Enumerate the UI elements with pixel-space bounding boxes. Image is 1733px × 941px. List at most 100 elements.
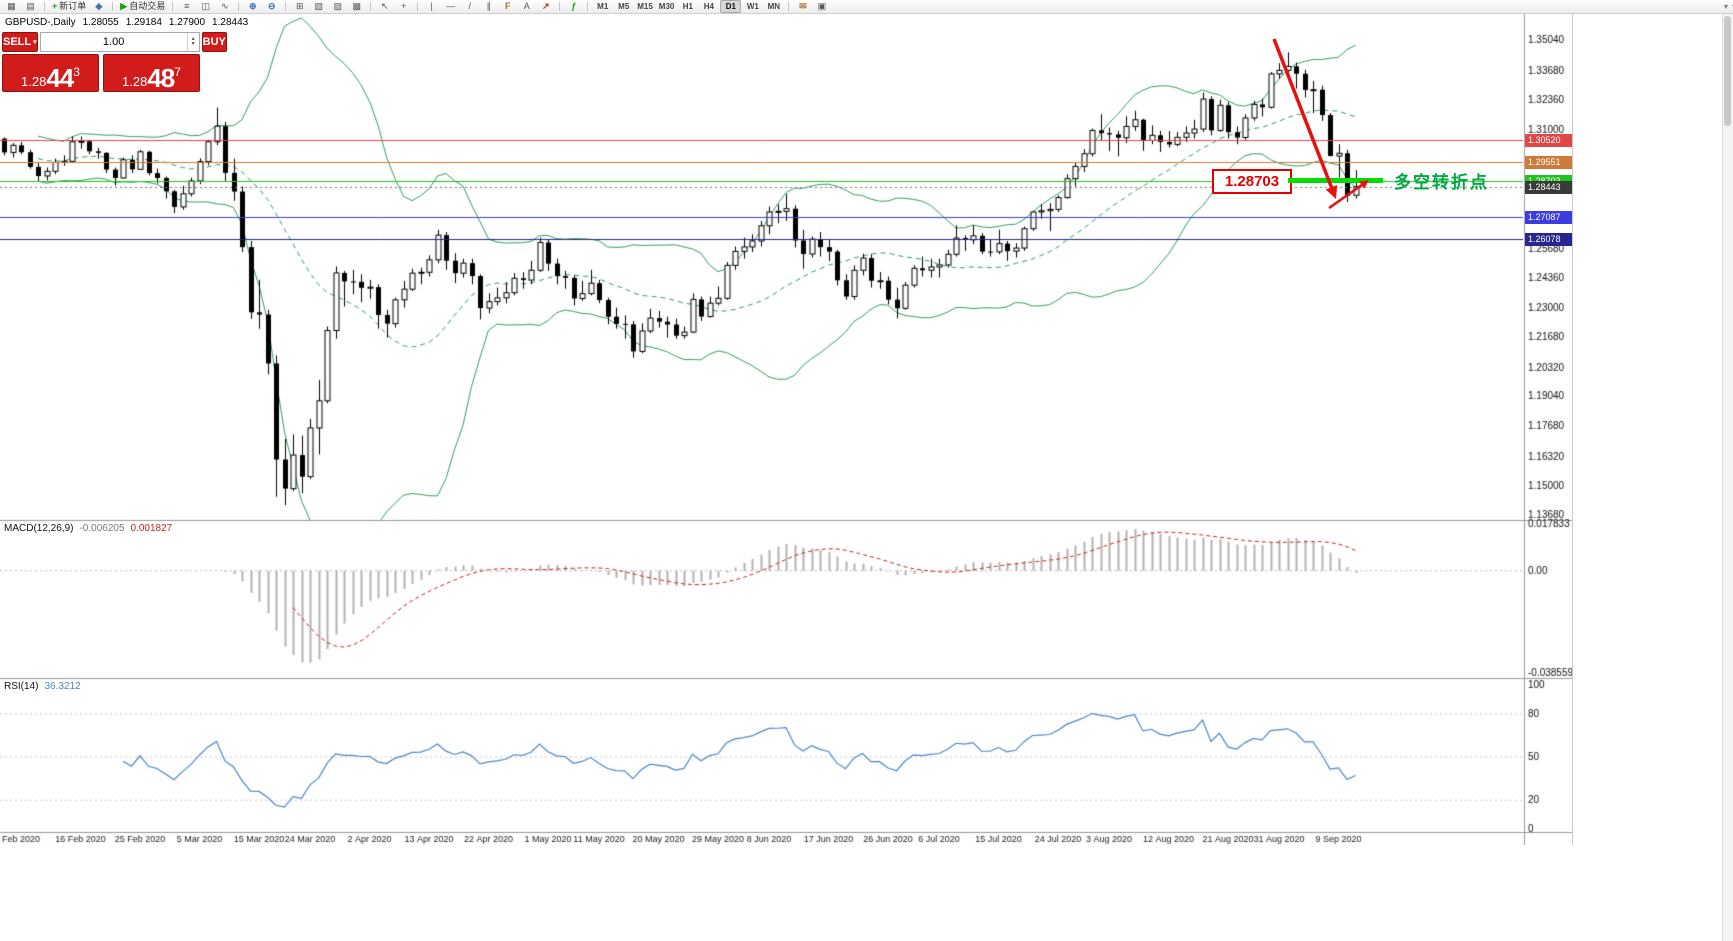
volume-spinner[interactable]: ▴ ▾ <box>186 33 199 51</box>
horizontal-line-tool-button[interactable]: — <box>442 1 459 12</box>
timeframe-m15-button[interactable]: M15 <box>637 2 653 11</box>
sell-price-base: 1.28 <box>21 74 47 89</box>
timeframe-m1-button[interactable]: M1 <box>597 2 609 11</box>
market-watch-button[interactable]: ◆ <box>90 1 107 12</box>
zoom-in-button[interactable]: ⊕ <box>244 1 261 12</box>
price-tag-1.27087: 1.27087 <box>1525 210 1572 224</box>
price-tag-1.29551: 1.29551 <box>1525 155 1572 169</box>
toolbar-separator <box>44 2 45 11</box>
toolbar-separator <box>238 2 240 11</box>
templates-button[interactable]: ▣ <box>813 1 830 12</box>
ohlc-bars-chart-button[interactable]: ≡ <box>178 1 195 12</box>
vertical-scrollbar[interactable] <box>1722 13 1733 941</box>
indicators-icon: ƒ <box>571 1 577 11</box>
timeframe-h1-button[interactable]: H1 <box>682 2 693 11</box>
new-chart-button[interactable]: ▦ <box>3 1 20 12</box>
high-value: 1.29184 <box>125 17 162 28</box>
scrollbar-thumb[interactable] <box>1724 16 1731 126</box>
terminal-panel-button[interactable]: ▨ <box>329 1 346 12</box>
sell-button-label: SELL <box>3 36 32 48</box>
navigator-panel-button[interactable]: ▧ <box>310 1 327 12</box>
one-click-top-row: SELL ▾ ▴ ▾ BUY <box>2 32 227 52</box>
close-value: 1.28443 <box>212 17 249 28</box>
mailbox-button[interactable]: ✉ <box>794 1 811 12</box>
zoom-out-icon: ⊖ <box>267 1 276 11</box>
sell-price-point: 3 <box>73 65 80 79</box>
toolbar-left-group: ▦ ▤ + 新订单 ◆ ▶ 自动交易 ≡ ◫ ∿ ⊕ ⊖ ⊞ ▧ ▨ ▩ ↖ + | — / ∥ F A ↗ ƒ M1 M5 M15 M3… <box>3 0 830 13</box>
buy-button[interactable]: BUY <box>201 32 227 52</box>
tile-windows-icon: ⊞ <box>295 1 304 11</box>
turning-point-note: 多空转折点 <box>1394 173 1489 192</box>
auto-trading-icon: ▶ <box>120 1 128 11</box>
crosshair-tool-button[interactable]: + <box>395 1 412 12</box>
one-click-price-row: 1.28 44 3 1.28 48 7 <box>2 54 200 92</box>
turning-point-highlight-line[interactable] <box>1288 178 1383 183</box>
level-annotation-text: 1.28703 <box>1224 173 1280 190</box>
vertical-line-tool-button[interactable]: | <box>423 1 440 12</box>
zoom-out-button[interactable]: ⊖ <box>263 1 280 12</box>
candlestick-chart-button[interactable]: ◫ <box>197 1 214 12</box>
profiles-button[interactable]: ▤ <box>22 1 39 12</box>
text-tool-icon: A <box>523 1 530 11</box>
auto-trading-button[interactable]: ▶ 自动交易 <box>118 1 167 12</box>
toolbar-separator <box>172 2 174 11</box>
new-order-button[interactable]: + 新订单 <box>50 1 88 12</box>
spinner-down-icon[interactable]: ▾ <box>191 41 195 47</box>
buy-price-display[interactable]: 1.28 48 7 <box>103 54 200 92</box>
volume-input[interactable] <box>40 33 187 51</box>
timeframe-m5-button[interactable]: M5 <box>618 2 630 11</box>
sell-price-display[interactable]: 1.28 44 3 <box>2 54 99 92</box>
spinner-up-icon[interactable]: ▴ <box>191 36 195 42</box>
sell-button[interactable]: SELL ▾ <box>2 32 38 52</box>
volume-field: ▴ ▾ <box>39 32 200 52</box>
channel-tool-button[interactable]: ∥ <box>480 1 497 12</box>
arrow-tool-button[interactable]: ↗ <box>537 1 554 12</box>
toolbar-overflow-icon[interactable]: ▾ <box>1732 2 1733 11</box>
level-annotation-box[interactable]: 1.28703 <box>1212 169 1292 194</box>
strategy-tester-button[interactable]: ▩ <box>348 1 365 12</box>
rsi-value: 36.3212 <box>44 681 81 692</box>
price-chart-canvas[interactable] <box>0 13 1572 845</box>
macd-signal-value: 0.001827 <box>130 523 173 534</box>
trendline-tool-button[interactable]: / <box>461 1 478 12</box>
toolbar-separator <box>285 2 287 11</box>
indicators-button[interactable]: ƒ <box>565 1 582 12</box>
toolbar-separator <box>370 2 372 11</box>
price-tag-1.30520: 1.30520 <box>1525 134 1572 148</box>
timeframe-d1-button[interactable]: D1 <box>720 0 742 13</box>
toolbar-separator <box>417 2 419 11</box>
new-chart-icon: ▦ <box>7 1 16 11</box>
zoom-in-icon: ⊕ <box>248 1 257 11</box>
toolbar-separator <box>559 2 561 11</box>
fibonacci-tool-button[interactable]: F <box>499 1 516 12</box>
templates-icon: ▣ <box>817 1 827 11</box>
arrow-tool-icon: ↗ <box>541 1 550 11</box>
timeframe-w1-button[interactable]: W1 <box>746 2 759 11</box>
macd-main-value: -0.006205 <box>79 523 125 534</box>
cursor-tool-button[interactable]: ↖ <box>376 1 393 12</box>
timeframe-h4-button[interactable]: H4 <box>703 2 714 11</box>
timeframe-m30-button[interactable]: M30 <box>658 2 675 11</box>
macd-indicator-label: MACD(12,26,9) -0.006205 0.001827 <box>4 523 172 534</box>
channel-tool-icon: ∥ <box>486 1 491 11</box>
buy-price-point: 7 <box>174 65 181 79</box>
buy-button-label: BUY <box>202 36 226 48</box>
cursor-tool-icon: ↖ <box>380 1 389 11</box>
toolbar-separator <box>587 2 589 11</box>
new-order-icon: + <box>52 1 58 11</box>
toolbar-overflow-icon[interactable]: ▾ <box>1723 2 1728 11</box>
mailbox-icon: ✉ <box>799 1 807 11</box>
toolbar: ▦ ▤ + 新订单 ◆ ▶ 自动交易 ≡ ◫ ∿ ⊕ ⊖ ⊞ ▧ ▨ ▩ ↖ + | — / ∥ F A ↗ ƒ M1 M5 M15 M3… <box>0 0 1733 14</box>
navigator-panel-icon: ▧ <box>314 1 323 11</box>
line-chart-button[interactable]: ∿ <box>216 1 233 12</box>
open-value: 1.28055 <box>82 17 119 28</box>
tile-windows-button[interactable]: ⊞ <box>291 1 308 12</box>
timeframe-mn-button[interactable]: MN <box>767 2 781 11</box>
low-value: 1.27900 <box>168 17 206 28</box>
toolbar-separator <box>788 2 790 11</box>
buy-price-base: 1.28 <box>122 74 148 89</box>
text-tool-button[interactable]: A <box>518 1 535 12</box>
chart-window: GBPUSD-,Daily 1.28055 1.29184 1.27900 1.… <box>0 13 1573 845</box>
line-chart-icon: ∿ <box>220 1 229 11</box>
